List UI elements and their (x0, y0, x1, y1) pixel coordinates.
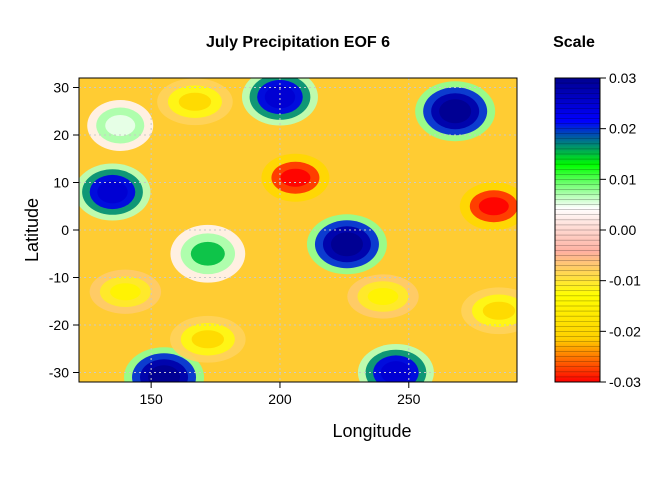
y-tick-label: 0 (61, 222, 69, 238)
field-feature (459, 182, 517, 231)
x-tick-label: 150 (139, 391, 163, 407)
contour-band (482, 301, 516, 320)
contour-band (478, 197, 509, 216)
field-feature (261, 153, 330, 202)
contour-band (330, 232, 363, 257)
y-tick-label: 10 (53, 175, 69, 191)
heatmap-field (79, 78, 517, 382)
contour-band (380, 361, 412, 382)
field-feature (87, 100, 154, 151)
chart-title: July Precipitation EOF 6 (206, 34, 390, 51)
y-axis-label: Latitude (22, 198, 42, 262)
field-feature (241, 78, 318, 126)
x-axis-label: Longitude (332, 421, 411, 441)
contour-band (367, 288, 399, 305)
field-feature (347, 274, 419, 319)
colorbar-tick-label: -0.03 (609, 374, 641, 390)
y-axis: 30 20 10 0 -10 -20 -30 (49, 80, 79, 381)
colorbar-title: Scale (553, 34, 595, 51)
colorbar-tick-label: -0.02 (609, 323, 641, 339)
x-tick-label: 250 (397, 391, 421, 407)
colorbar-tick-label: 0.03 (609, 70, 636, 86)
contour-band (439, 99, 472, 124)
grid-lines (79, 78, 517, 382)
y-tick-label: -20 (49, 317, 69, 333)
colorbar-tick-label: 0.00 (609, 222, 636, 238)
colorbar-tick-label: 0.02 (609, 121, 636, 137)
field-feature (170, 315, 246, 363)
field-feature (157, 78, 233, 126)
x-axis: 150 200 250 (139, 382, 421, 407)
field-feature (415, 81, 496, 142)
y-tick-label: 20 (53, 127, 69, 143)
contour-band (190, 241, 225, 266)
y-tick-label: 30 (53, 80, 69, 96)
field-feature (170, 224, 246, 283)
field-feature (306, 214, 387, 275)
contour-band (280, 168, 311, 187)
x-tick-label: 200 (268, 391, 292, 407)
contour-band (264, 85, 296, 109)
field-feature (89, 269, 162, 314)
field-feature (79, 163, 151, 221)
contour-band (105, 115, 136, 136)
y-tick-label: -30 (49, 365, 69, 381)
contour-band (191, 330, 225, 349)
field-contours (79, 78, 517, 382)
contour-band (148, 365, 181, 382)
colorbar-bands (555, 82, 600, 378)
y-tick-label: -10 (49, 270, 69, 286)
field-feature (461, 287, 517, 335)
colorbar-tick-label: 0.01 (609, 171, 636, 187)
contour-band (110, 283, 141, 301)
colorbar-tick-label: -0.01 (609, 273, 641, 289)
contour-band (97, 180, 128, 204)
colorbar-axis: 0.03 0.02 0.01 0.00 -0.01 -0.02 -0.03 (600, 70, 641, 390)
contour-band (178, 92, 212, 111)
